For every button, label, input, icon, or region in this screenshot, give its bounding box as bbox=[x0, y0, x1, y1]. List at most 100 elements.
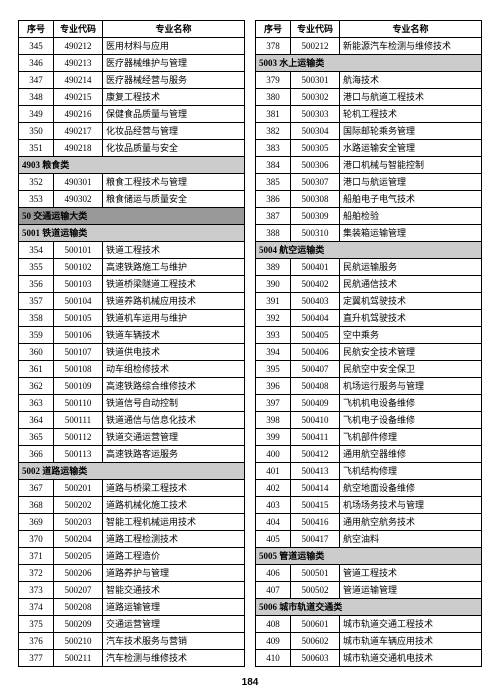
cell-code: 490215 bbox=[54, 89, 103, 106]
cell-name: 粮食储运与质量安全 bbox=[103, 191, 245, 208]
cell-name: 铁道通信与信息化技术 bbox=[103, 412, 245, 429]
table-row: 363500110铁道信号自动控制 bbox=[19, 395, 245, 412]
cell-name: 铁道机车运用与维护 bbox=[103, 310, 245, 327]
cell-name: 航海技术 bbox=[340, 72, 482, 89]
cell-code: 500110 bbox=[54, 395, 103, 412]
cell-seq: 402 bbox=[256, 480, 291, 497]
cell-code: 500402 bbox=[291, 276, 340, 293]
table-row: 355500102高速铁路施工与维护 bbox=[19, 259, 245, 276]
cell-seq: 389 bbox=[256, 259, 291, 276]
table-row: 408500601城市轨道交通工程技术 bbox=[256, 616, 482, 633]
table-row: 371500205道路工程造价 bbox=[19, 548, 245, 565]
table-row: 351490218化妆品质量与安全 bbox=[19, 140, 245, 157]
cell-seq: 408 bbox=[256, 616, 291, 633]
table-row: 362500109高速铁路综合维修技术 bbox=[19, 378, 245, 395]
cell-name: 保健食品质量与管理 bbox=[103, 106, 245, 123]
cell-code: 500601 bbox=[291, 616, 340, 633]
cell-code: 500416 bbox=[291, 514, 340, 531]
cell-name: 港口与航道工程技术 bbox=[340, 89, 482, 106]
cell-seq: 366 bbox=[19, 446, 54, 463]
table-row: 364500111铁道通信与信息化技术 bbox=[19, 412, 245, 429]
table-row: 352490301粮食工程技术与管理 bbox=[19, 174, 245, 191]
cell-seq: 397 bbox=[256, 395, 291, 412]
header-name: 专业名称 bbox=[340, 21, 482, 38]
cell-seq: 379 bbox=[256, 72, 291, 89]
table-row: 406500501管道工程技术 bbox=[256, 565, 482, 582]
cell-seq: 405 bbox=[256, 531, 291, 548]
cell-seq: 385 bbox=[256, 174, 291, 191]
cell-code: 500401 bbox=[291, 259, 340, 276]
cell-code: 500203 bbox=[54, 514, 103, 531]
cell-code: 500106 bbox=[54, 327, 103, 344]
cell-seq: 350 bbox=[19, 123, 54, 140]
cell-code: 490301 bbox=[54, 174, 103, 191]
cell-code: 500410 bbox=[291, 412, 340, 429]
cell-seq: 406 bbox=[256, 565, 291, 582]
table-row: 376500210汽车技术服务与营销 bbox=[19, 633, 245, 650]
section-sub-row: 5002 道路运输类 bbox=[19, 463, 245, 480]
cell-name: 医用材料与应用 bbox=[103, 38, 245, 55]
cell-code: 500412 bbox=[291, 446, 340, 463]
cell-seq: 398 bbox=[256, 412, 291, 429]
cell-seq: 365 bbox=[19, 429, 54, 446]
cell-name: 新能源汽车检测与维修技术 bbox=[340, 38, 482, 55]
cell-name: 汽车检测与维修技术 bbox=[103, 650, 245, 667]
cell-name: 汽车技术服务与营销 bbox=[103, 633, 245, 650]
cell-name: 高速铁路客运服务 bbox=[103, 446, 245, 463]
cell-code: 500501 bbox=[291, 565, 340, 582]
table-row: 367500201道路与桥梁工程技术 bbox=[19, 480, 245, 497]
table-row: 403500415机场场务技术与管理 bbox=[256, 497, 482, 514]
cell-seq: 352 bbox=[19, 174, 54, 191]
cell-code: 500208 bbox=[54, 599, 103, 616]
cell-code: 500211 bbox=[54, 650, 103, 667]
cell-name: 高速铁路综合维修技术 bbox=[103, 378, 245, 395]
cell-code: 490213 bbox=[54, 55, 103, 72]
cell-name: 康复工程技术 bbox=[103, 89, 245, 106]
section-label: 4903 粮食类 bbox=[19, 157, 245, 174]
cell-code: 500107 bbox=[54, 344, 103, 361]
cell-code: 500201 bbox=[54, 480, 103, 497]
cell-name: 船舶检验 bbox=[340, 208, 482, 225]
table-row: 345490212医用材料与应用 bbox=[19, 38, 245, 55]
table-row: 394500406民航安全技术管理 bbox=[256, 344, 482, 361]
cell-name: 直升机驾驶技术 bbox=[340, 310, 482, 327]
section-label: 5004 航空运输类 bbox=[256, 242, 482, 259]
table-row: 387500309船舶检验 bbox=[256, 208, 482, 225]
section-major-row: 50 交通运输大类 bbox=[19, 208, 245, 225]
cell-seq: 376 bbox=[19, 633, 54, 650]
table-row: 401500413飞机结构修理 bbox=[256, 463, 482, 480]
cell-name: 铁道信号自动控制 bbox=[103, 395, 245, 412]
cell-name: 港口与航运管理 bbox=[340, 174, 482, 191]
cell-seq: 353 bbox=[19, 191, 54, 208]
cell-seq: 399 bbox=[256, 429, 291, 446]
table-row: 384500306港口机械与智能控制 bbox=[256, 157, 482, 174]
cell-code: 500308 bbox=[291, 191, 340, 208]
section-sub-row: 5001 铁道运输类 bbox=[19, 225, 245, 242]
cell-seq: 372 bbox=[19, 565, 54, 582]
cell-code: 500407 bbox=[291, 361, 340, 378]
table-row: 400500412通用航空器维修 bbox=[256, 446, 482, 463]
cell-name: 管道工程技术 bbox=[340, 565, 482, 582]
cell-code: 500304 bbox=[291, 123, 340, 140]
table-row: 365500112铁道交通运营管理 bbox=[19, 429, 245, 446]
table-row: 398500410飞机电子设备维修 bbox=[256, 412, 482, 429]
cell-seq: 382 bbox=[256, 123, 291, 140]
cell-seq: 349 bbox=[19, 106, 54, 123]
header-seq: 序号 bbox=[256, 21, 291, 38]
cell-name: 智能交通技术 bbox=[103, 582, 245, 599]
section-label: 5003 水上运输类 bbox=[256, 55, 482, 72]
cell-seq: 394 bbox=[256, 344, 291, 361]
table-row: 404500416通用航空航务技术 bbox=[256, 514, 482, 531]
cell-name: 铁道交通运营管理 bbox=[103, 429, 245, 446]
cell-name: 机场场务技术与管理 bbox=[340, 497, 482, 514]
cell-code: 500408 bbox=[291, 378, 340, 395]
cell-seq: 358 bbox=[19, 310, 54, 327]
section-sub-row: 5005 管道运输类 bbox=[256, 548, 482, 565]
cell-seq: 381 bbox=[256, 106, 291, 123]
cell-name: 城市轨道车辆应用技术 bbox=[340, 633, 482, 650]
table-row: 374500208道路运输管理 bbox=[19, 599, 245, 616]
cell-name: 飞机机电设备维修 bbox=[340, 395, 482, 412]
cell-name: 民航运输服务 bbox=[340, 259, 482, 276]
table-row: 409500602城市轨道车辆应用技术 bbox=[256, 633, 482, 650]
cell-code: 500202 bbox=[54, 497, 103, 514]
